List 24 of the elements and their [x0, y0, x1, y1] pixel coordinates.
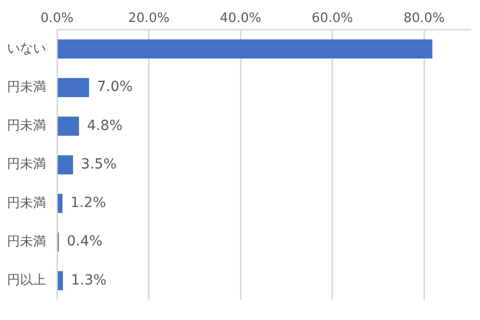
x-tick-label: 40.0% — [220, 11, 262, 26]
bar — [58, 194, 63, 213]
bar — [58, 78, 90, 98]
bar — [58, 155, 74, 174]
data-label: 4.8% — [87, 118, 123, 134]
y-tick-label: 円未満 — [7, 157, 46, 172]
x-tick-label: 80.0% — [403, 11, 445, 26]
data-label: 1.3% — [70, 272, 107, 288]
data-label: 3.5% — [81, 156, 117, 172]
data-label: 7.0% — [97, 79, 133, 96]
x-tick-label: 60.0% — [312, 11, 353, 26]
bar — [58, 116, 80, 136]
data-label: 1.2% — [70, 195, 106, 212]
y-tick-label: 円未満 — [7, 196, 46, 211]
y-tick-label: 円以上 — [7, 273, 46, 288]
bar — [58, 271, 63, 290]
y-tick-label: いない — [7, 41, 46, 56]
y-tick-label: 円未満 — [7, 118, 46, 134]
data-label: 0.4% — [66, 234, 102, 250]
x-tick-label: 20.0% — [128, 11, 170, 26]
bar — [58, 39, 432, 58]
x-tick-label: 0.0% — [40, 11, 74, 26]
y-tick-label: 円未満 — [7, 234, 46, 250]
y-tick-label: 円未満 — [7, 80, 46, 95]
